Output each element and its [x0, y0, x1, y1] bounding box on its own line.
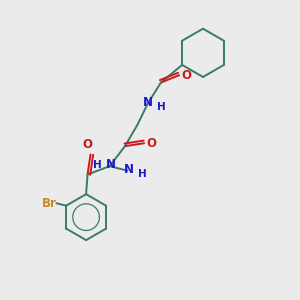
Text: H: H	[93, 160, 101, 170]
Text: O: O	[82, 138, 92, 151]
Text: H: H	[157, 102, 166, 112]
Text: H: H	[138, 169, 146, 178]
Text: O: O	[182, 69, 191, 82]
Text: Br: Br	[42, 197, 57, 210]
Text: O: O	[146, 137, 157, 150]
Text: N: N	[142, 96, 153, 109]
Text: N: N	[124, 163, 134, 176]
Text: N: N	[106, 158, 116, 171]
